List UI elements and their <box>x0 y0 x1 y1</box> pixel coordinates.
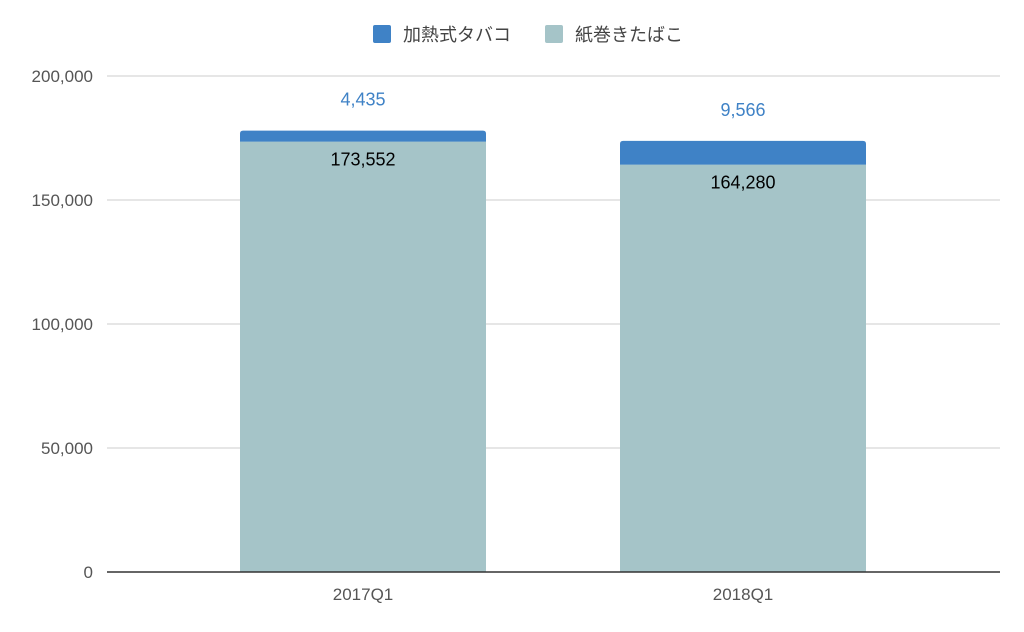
data-label: 164,280 <box>710 173 775 193</box>
legend-swatch <box>373 25 391 43</box>
legend-label: 加熱式タバコ <box>403 25 511 45</box>
y-tick-label: 50,000 <box>41 439 93 458</box>
x-tick-label: 2017Q1 <box>333 585 394 604</box>
data-label: 9,566 <box>720 100 765 120</box>
data-labels: 173,552 4,435 164,280 9,566 <box>330 90 775 193</box>
legend-label: 紙巻きたばこ <box>575 25 683 45</box>
bars <box>240 130 866 572</box>
legend-swatch <box>545 25 563 43</box>
legend: 加熱式タバコ 紙巻きたばこ <box>373 25 683 45</box>
x-axis: 2017Q1 2018Q1 <box>107 571 1000 604</box>
y-tick-label: 0 <box>84 563 93 582</box>
data-label: 4,435 <box>340 90 385 110</box>
y-axis: 0 50,000 100,000 150,000 200,000 <box>32 67 93 582</box>
data-label: 173,552 <box>330 150 395 170</box>
y-tick-label: 100,000 <box>32 315 93 334</box>
bar-segment <box>240 130 486 142</box>
bar-segment <box>620 164 866 572</box>
y-tick-label: 200,000 <box>32 67 93 86</box>
y-tick-label: 150,000 <box>32 191 93 210</box>
bar-segment <box>620 140 866 165</box>
x-tick-label: 2018Q1 <box>713 585 774 604</box>
bar-segment <box>240 141 486 572</box>
